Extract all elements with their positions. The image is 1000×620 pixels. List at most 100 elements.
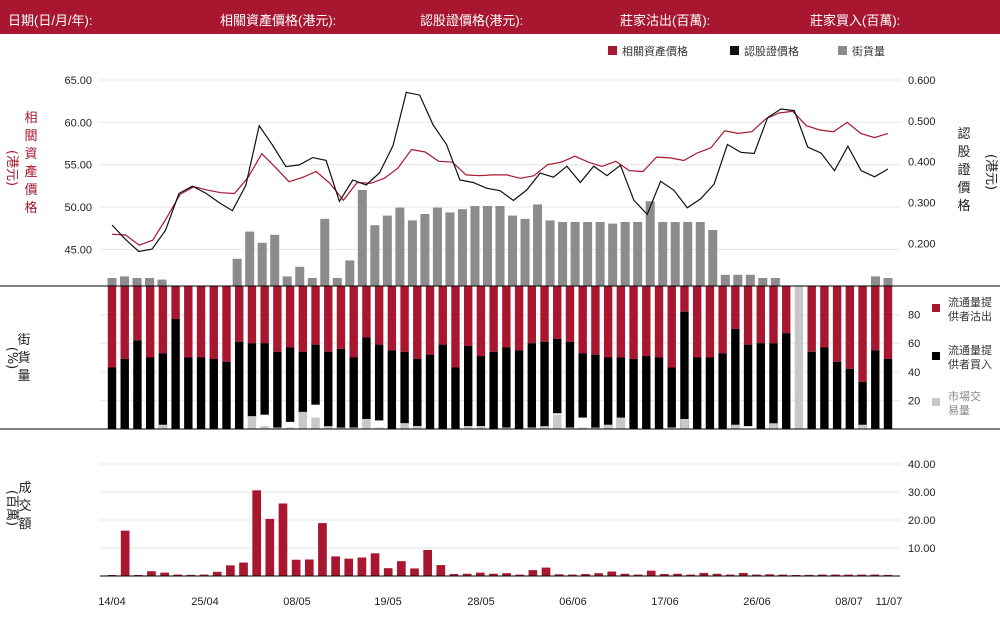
outstanding-bar [132,278,142,286]
sell-pct-bar [591,286,600,355]
buy-pct-bar [489,351,498,429]
warrant-price-label: 認股證價格(港元): [420,13,524,28]
x-tick-label: 28/05 [467,596,495,608]
turnover-bar [226,565,235,576]
market-pct-bar [578,427,587,429]
buy-pct-bar [756,343,765,429]
sell-pct-bar [858,286,867,382]
x-tick-label: 06/06 [559,596,587,608]
market-pct-bar [285,427,295,429]
buy-pct-bar [553,338,562,414]
y-right-axis-title: 認股證價格 [957,126,970,214]
y-pct-tick-label: 20 [908,395,920,407]
outstanding-bar [407,220,417,286]
outstanding-bar [107,278,117,286]
buy-pct-bar [514,350,524,429]
sell-pct-bar [209,286,218,359]
outstanding-bar [670,222,680,286]
buy-pct-bar [527,343,537,428]
outstanding-bar [257,242,267,286]
underlying-price-line [111,110,889,246]
y-left-tick-label: 55.00 [64,160,92,172]
market-pct-bar [298,411,308,429]
sell-pct-bar [349,286,358,358]
turnover-bar [489,573,498,576]
date-label: 日期(日/月/年): [8,13,93,28]
y-turnover-tick-label: 10.00 [908,543,936,555]
market-pct-bar [591,427,600,429]
market-pct-bar [603,424,613,429]
sell-pct-bar [502,286,511,348]
y-left-tick-label: 50.00 [64,202,92,214]
turnover-bar [699,572,709,576]
market-pct-bar [540,426,549,429]
buy-pct-bar [667,367,676,428]
outstanding-bar [533,204,543,286]
sell-pct-bar [133,286,142,341]
sell-pct-bar [540,286,549,342]
turnover-bar [383,568,393,576]
outstanding-bar [332,278,342,286]
turnover-bar [331,556,340,576]
legend-swatch [730,46,739,55]
axis-title-char: 關 [24,129,37,144]
outstanding-bar [320,218,330,286]
market-pct-bar [616,417,626,429]
sell-pct-bar [336,286,346,349]
market-pct-bar [553,414,562,429]
sell-pct-bar [629,286,638,359]
market-pct-bar [731,424,740,429]
y-turnover-tick-label: 20.00 [908,515,936,527]
outstanding-bar [120,276,130,286]
buy-pct-bar [438,344,447,429]
sell-pct-bar [769,286,778,344]
outstanding-bar [395,207,405,286]
turnover-bar [567,574,577,576]
turnover-bar [436,565,446,576]
y-right-axis-unit: (港元) [983,154,998,190]
x-tick-label: 08/05 [283,596,311,608]
sell-pct-bar [362,286,371,338]
turnover-bar [449,574,459,576]
turnover-bar [738,572,748,576]
turnover-bar [883,574,893,576]
buy-pct-bar [871,350,880,429]
y-turnover-tick-label: 40.00 [908,459,936,471]
sell-pct-bar [578,286,587,354]
turnover-bar [318,523,327,576]
sell-pct-bar [705,286,715,358]
turnover-bar [686,574,696,576]
sell-pct-bar [832,286,842,362]
outstanding-bar [770,278,780,286]
market-pct-bar [858,424,867,429]
buy-pct-bar [807,351,816,429]
turnover-bar [304,559,314,576]
sell-pct-bar [247,286,257,344]
y-pct-tick-label: 40 [908,367,920,379]
axis-title-char: 街 [17,333,30,348]
legend-label: 街貨量 [852,44,885,58]
turnover-bar [725,574,735,576]
buy-pct-bar [591,354,600,429]
axis-title-char: 交 [18,498,31,514]
sell-pct-bar [184,286,193,358]
sell-pct-bar [782,286,791,334]
turnover-bar [633,574,643,576]
axes [0,285,1000,577]
buy-pct-bar [858,381,867,429]
legend-label: 易量 [948,404,970,417]
outstanding-bar [307,278,317,286]
turnover-bar [515,574,525,576]
outstanding-bar [883,278,893,286]
outstanding-bar [508,215,518,286]
x-tick-label: 19/05 [374,596,402,608]
outstanding-bar [482,206,492,286]
y-right-tick-label: 0.600 [908,75,936,87]
market-pct-bar [260,426,269,429]
sell-pct-bar [311,286,320,345]
y-right-tick-label: 0.400 [908,157,936,169]
buy-pct-bar [705,357,715,429]
buy-pct-bar [247,343,257,418]
buy-pct-bar [782,333,791,429]
turnover-bar [870,574,880,576]
